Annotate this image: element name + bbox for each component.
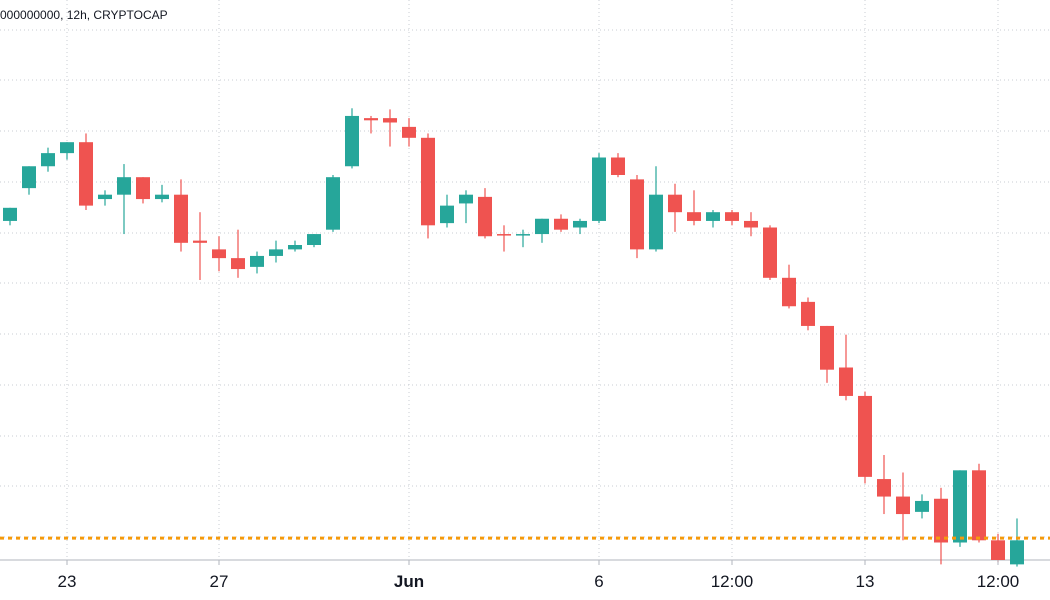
candle-body — [364, 118, 378, 121]
candle-body — [326, 177, 340, 230]
candle-body — [1010, 540, 1024, 565]
candle-body — [250, 255, 264, 267]
candle-body — [383, 118, 397, 123]
candle-body — [782, 277, 796, 307]
candle-body — [3, 207, 17, 221]
candle-body — [155, 194, 169, 200]
x-tick-label: 27 — [210, 572, 229, 591]
candle-body — [231, 258, 245, 270]
candle-body — [763, 227, 777, 278]
candle-body — [668, 194, 682, 213]
candle-body — [98, 194, 112, 200]
candle-body — [41, 153, 55, 167]
candle-body — [117, 177, 131, 195]
candle-body — [288, 245, 302, 250]
x-tick-label: 23 — [58, 572, 77, 591]
candle-body — [573, 220, 587, 228]
candle-body — [972, 470, 986, 541]
candle-body — [839, 367, 853, 396]
candle-body — [421, 137, 435, 226]
candle-body — [953, 470, 967, 543]
candle-body — [801, 301, 815, 326]
candle-body — [934, 498, 948, 543]
candle-body — [991, 540, 1005, 560]
chart-legend: 000000000, 12h, CRYPTOCAP — [0, 8, 168, 22]
candle-body — [60, 142, 74, 154]
candle-body — [592, 157, 606, 221]
candle-body — [440, 205, 454, 224]
candle-body — [630, 179, 644, 250]
candle-body — [345, 115, 359, 167]
candle-body — [478, 196, 492, 237]
candle-body — [706, 212, 720, 221]
candle-body — [687, 212, 701, 221]
candle-body — [497, 234, 511, 236]
x-tick-label: 13 — [856, 572, 875, 591]
candle-body — [744, 220, 758, 228]
x-tick-label: 12:00 — [977, 572, 1020, 591]
x-tick-label: 6 — [594, 572, 603, 591]
candle-body — [174, 194, 188, 243]
candle-body — [212, 249, 226, 259]
candle-body — [79, 142, 93, 206]
candle-body — [554, 218, 568, 230]
candle-body — [820, 325, 834, 370]
candle-body — [877, 479, 891, 497]
candle-body — [22, 166, 36, 189]
candle-body — [535, 218, 549, 235]
candle-body — [193, 240, 207, 243]
candle-body — [611, 157, 625, 175]
candle-body — [725, 212, 739, 221]
candle-body — [649, 194, 663, 250]
candle-body — [136, 177, 150, 200]
x-tick-label: 12:00 — [711, 572, 754, 591]
candle-body — [459, 194, 473, 204]
candle-body — [516, 234, 530, 236]
candle-body — [858, 395, 872, 477]
candle-body — [269, 249, 283, 256]
candle-body — [402, 126, 416, 138]
candle-body — [896, 496, 910, 515]
x-tick-label: Jun — [394, 572, 424, 591]
candle-body — [307, 234, 321, 245]
candle-body — [915, 500, 929, 512]
